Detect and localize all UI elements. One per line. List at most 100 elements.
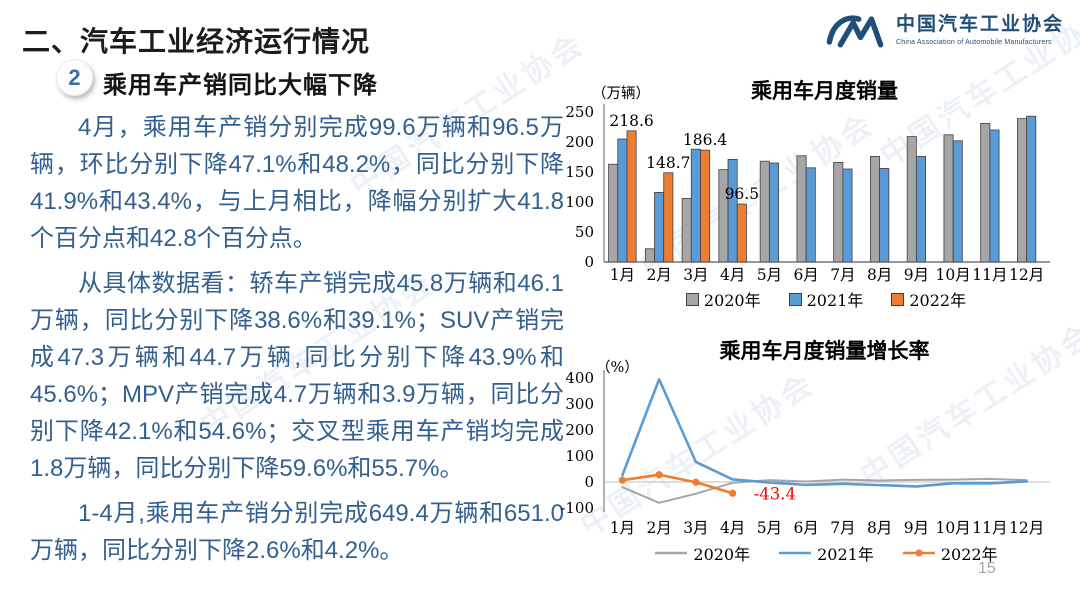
bar-2021年-7月 bbox=[842, 168, 853, 263]
legend-item-2021年: 2021年 bbox=[788, 287, 864, 311]
bar-2020年-11月 bbox=[980, 123, 991, 263]
bar-2020年-10月 bbox=[943, 134, 954, 263]
y-tick-label: 0 bbox=[584, 473, 594, 491]
caam-logo: 中国汽车工业协会 China Association of Automobile… bbox=[823, 8, 1064, 54]
bar-2021年-10月 bbox=[952, 140, 963, 263]
bar-2022年-2月 bbox=[663, 172, 674, 263]
page-title: 二、汽车工业经济运行情况 bbox=[22, 26, 371, 57]
bar-2021年-11月 bbox=[989, 129, 1000, 263]
bar-data-label: 186.4 bbox=[683, 131, 728, 149]
bar-2020年-9月 bbox=[906, 136, 917, 263]
bar-2020年-8月 bbox=[870, 156, 881, 263]
legend-label: 2020年 bbox=[693, 545, 751, 564]
line-chart-title: 乘用车月度销量增长率 bbox=[719, 338, 930, 363]
marker-2022年 bbox=[618, 476, 626, 484]
legend-label: 2022年 bbox=[909, 291, 967, 310]
legend-swatch bbox=[685, 292, 699, 306]
bar-2022年-1月 bbox=[626, 130, 637, 263]
marker-2022年 bbox=[692, 478, 700, 486]
x-tick-label: 3月 bbox=[683, 266, 708, 284]
x-tick-label: 10月 bbox=[936, 266, 971, 284]
x-tick-label: 12月 bbox=[1009, 266, 1044, 284]
bar-2020年-3月 bbox=[681, 198, 692, 263]
bar-2020年-1月 bbox=[608, 163, 619, 263]
line-series-2020年 bbox=[621, 477, 1028, 504]
page-number: 15 bbox=[978, 560, 996, 577]
line-series-2021年 bbox=[621, 377, 1028, 488]
legend-swatch bbox=[788, 292, 802, 306]
paragraph-segment-detail: 从具体数据看：轿车产销完成45.8万辆和46.1万辆，同比分别下降38.6%和3… bbox=[30, 270, 564, 482]
legend-line-swatch bbox=[778, 548, 812, 558]
legend-line-swatch bbox=[654, 548, 688, 558]
x-tick-label: 6月 bbox=[793, 519, 818, 537]
line-chart-legend: 2020年 2021年 2022年 bbox=[550, 541, 1062, 565]
legend-swatch-svg bbox=[902, 549, 935, 557]
bar-2020年-7月 bbox=[833, 162, 844, 263]
x-tick-label: 11月 bbox=[972, 519, 1007, 537]
x-tick-label: 1月 bbox=[610, 266, 635, 284]
y-tick-label: 400 bbox=[565, 369, 594, 387]
y-tick-label: 250 bbox=[565, 103, 594, 121]
legend-swatch-svg bbox=[655, 551, 688, 555]
legend-swatch-svg bbox=[779, 551, 812, 555]
bar-2021年-3月 bbox=[690, 148, 701, 263]
y-tick-label: 100 bbox=[565, 193, 594, 211]
legend-label: 2022年 bbox=[940, 545, 998, 564]
bar-data-label: 96.5 bbox=[725, 185, 760, 203]
line-chart-plot: 乘用车月度销量增长率 （%） -100 0 100 200 300 400 1月 2月 3月 4月 5月… bbox=[550, 326, 1062, 540]
x-tick-label: 4月 bbox=[720, 266, 745, 284]
bar-2021年-5月 bbox=[768, 162, 779, 263]
sub-heading: 乘用车产销同比大幅下降 bbox=[103, 72, 378, 99]
legend-item-2022年: 2022年 bbox=[891, 287, 966, 311]
bar-data-label: 218.6 bbox=[609, 112, 653, 130]
legend-item-2020年: 2020年 bbox=[685, 287, 761, 311]
legend-label: 2020年 bbox=[703, 291, 761, 310]
y-tick-label: 150 bbox=[565, 163, 594, 181]
x-tick-label: 9月 bbox=[904, 519, 929, 537]
bar-data-label: 148.7 bbox=[646, 154, 690, 172]
legend-label: 2021年 bbox=[806, 291, 864, 310]
line-series-2022年 bbox=[621, 473, 734, 495]
x-tick-label: 2月 bbox=[646, 266, 671, 284]
x-tick-label: 12月 bbox=[1009, 519, 1044, 537]
x-tick-label: 5月 bbox=[757, 266, 782, 284]
y-tick-label: 100 bbox=[565, 447, 594, 465]
bar-2021年-1月 bbox=[617, 138, 628, 263]
x-tick-label: 10月 bbox=[936, 519, 971, 537]
bar-2020年-4月 bbox=[718, 169, 729, 263]
bar-2021年-6月 bbox=[805, 167, 816, 263]
bar-chart-svg: 乘用车月度销量 （万辆） 0 50 100 150 200 250 1月 218.6 2月 148.7… bbox=[565, 78, 1050, 284]
x-tick-label: 4月 bbox=[720, 519, 745, 537]
x-tick-label: 1月 bbox=[610, 519, 635, 537]
x-tick-label: 9月 bbox=[904, 266, 929, 284]
bar-2021年-8月 bbox=[879, 168, 890, 263]
bar-chart-unit-label: （万辆） bbox=[592, 85, 650, 102]
legend-item-2020年: 2020年 bbox=[654, 541, 750, 565]
annotation-label: -43.4 bbox=[754, 484, 796, 503]
x-tick-label: 7月 bbox=[830, 519, 855, 537]
x-tick-label: 8月 bbox=[867, 266, 892, 284]
x-tick-label: 7月 bbox=[830, 266, 855, 284]
bar-2020年-2月 bbox=[644, 248, 655, 263]
monthly-growth-line-chart: 乘用车月度销量增长率 （%） -100 0 100 200 300 400 1月 2月 3月 4月 5月… bbox=[550, 326, 1062, 574]
bar-2022年-3月 bbox=[700, 149, 711, 263]
y-tick-label: 0 bbox=[584, 253, 594, 271]
x-tick-label: 5月 bbox=[757, 519, 782, 537]
x-tick-label: 2月 bbox=[646, 519, 671, 537]
legend-label: 2021年 bbox=[817, 545, 874, 564]
y-tick-label: -100 bbox=[560, 499, 594, 517]
marker-2022年 bbox=[729, 489, 737, 497]
bar-2021年-12月 bbox=[1026, 115, 1037, 263]
body-text-block: 4月，乘用车产销分别完成99.6万辆和96.5万辆，环比分别下降47.1%和48… bbox=[30, 109, 564, 577]
legend-item-2021年: 2021年 bbox=[778, 541, 874, 565]
bar-2021年-4月 bbox=[727, 159, 738, 263]
legend-swatch bbox=[891, 292, 905, 306]
line-chart-svg: 乘用车月度销量增长率 （%） -100 0 100 200 300 400 1月 2月 3月 4月 5月… bbox=[560, 338, 1050, 537]
bar-chart-legend: 2020年 2021年 2022年 bbox=[550, 287, 1062, 311]
bar-2020年-6月 bbox=[796, 155, 807, 263]
y-tick-label: 300 bbox=[565, 395, 594, 413]
caam-logo-mark-icon bbox=[823, 8, 887, 54]
bar-2021年-2月 bbox=[654, 192, 665, 263]
bar-chart-plot: 乘用车月度销量 （万辆） 0 50 100 150 200 250 1月 218.6 2月 148.7… bbox=[550, 74, 1062, 286]
